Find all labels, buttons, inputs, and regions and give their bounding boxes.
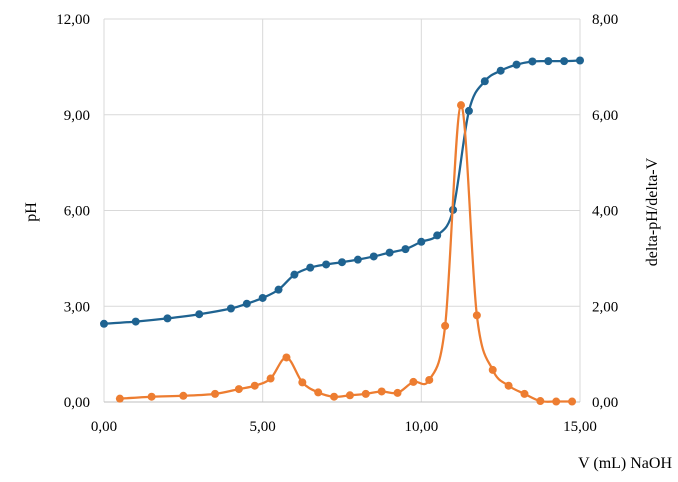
ph-data-point (100, 319, 108, 328)
y-tick-label: 0,00 (64, 395, 90, 411)
ph-data-point (322, 260, 331, 269)
derivative-data-point (179, 391, 188, 400)
derivative-data-point (266, 374, 275, 383)
derivative-data-point (552, 397, 561, 406)
x-tick-label: 0,00 (91, 419, 117, 435)
ph-data-point (528, 57, 537, 66)
data-series (100, 56, 584, 406)
ph-data-point (226, 304, 235, 313)
ph-data-point (433, 231, 442, 240)
x-tick-labels: 0,00 5,00 10,00 15,00 (91, 419, 597, 435)
derivative-data-point (250, 381, 259, 390)
derivative-data-point (504, 381, 513, 390)
ph-data-point (338, 258, 346, 267)
ph-data-point (385, 248, 394, 257)
y2-tick-label: 6,00 (592, 108, 618, 124)
ph-data-point (464, 106, 473, 115)
ph-data-point (163, 314, 172, 323)
derivative-data-point (345, 391, 354, 400)
derivative-data-point (361, 389, 370, 398)
y-tick-label: 6,00 (64, 204, 90, 220)
derivative-data-point (441, 321, 450, 330)
ph-data-point (242, 299, 251, 308)
derivative-data-point (298, 378, 307, 387)
ph-data-point (560, 57, 569, 66)
y2-tick-label: 4,00 (592, 204, 618, 220)
derivative-data-point (472, 311, 481, 320)
ph-data-point (290, 270, 299, 279)
y-right-tick-labels: 0,00 2,00 4,00 6,00 8,00 (592, 12, 618, 411)
derivative-data-point (425, 375, 434, 384)
y2-tick-label: 2,00 (592, 299, 618, 315)
ph-data-point (544, 57, 553, 66)
ph-data-point (258, 293, 267, 302)
y-tick-label: 9,00 (64, 108, 90, 124)
y-axis-label: pH (23, 202, 40, 222)
derivative-data-point (457, 101, 465, 110)
x-tick-label: 15,00 (563, 419, 597, 435)
ph-data-point (369, 252, 378, 261)
derivative-data-point (377, 387, 386, 396)
gridlines (103, 18, 581, 403)
derivative-data-point (488, 365, 497, 374)
derivative-data-point (330, 392, 339, 401)
x-tick-label: 10,00 (404, 419, 438, 435)
ph-data-point (131, 317, 140, 326)
ph-data-point (417, 237, 426, 246)
ph-series-line (103, 59, 581, 325)
ph-data-point (195, 310, 204, 319)
ph-data-point (274, 285, 283, 294)
x-axis-label: V (mL) NaOH (578, 455, 672, 472)
derivative-series-line (119, 104, 573, 403)
ph-data-point (480, 77, 489, 86)
derivative-data-point (393, 388, 402, 397)
derivative-data-point (115, 394, 124, 403)
derivative-data-point (147, 392, 156, 401)
ph-data-point (401, 245, 410, 254)
ph-data-point (353, 255, 362, 264)
y2-tick-label: 0,00 (592, 395, 618, 411)
y-tick-label: 3,00 (64, 299, 90, 315)
y2-tick-label: 8,00 (592, 12, 618, 28)
y2-axis-label: delta-pH/delta-V (644, 157, 661, 266)
y-tick-label: 12,00 (56, 12, 90, 28)
derivative-data-point (520, 389, 529, 398)
x-tick-label: 5,00 (250, 419, 276, 435)
ph-data-point (306, 263, 315, 272)
derivative-data-point (234, 385, 243, 394)
ph-data-point (512, 60, 521, 69)
derivative-data-point (568, 397, 577, 406)
derivative-data-point (409, 377, 418, 386)
derivative-data-point (282, 353, 291, 362)
derivative-data-point (536, 397, 545, 406)
derivative-data-point (211, 389, 220, 398)
ph-data-point (576, 56, 584, 65)
ph-data-point (496, 66, 505, 75)
y-left-tick-labels: 0,00 3,00 6,00 9,00 12,00 (56, 12, 90, 411)
derivative-data-point (314, 388, 323, 397)
